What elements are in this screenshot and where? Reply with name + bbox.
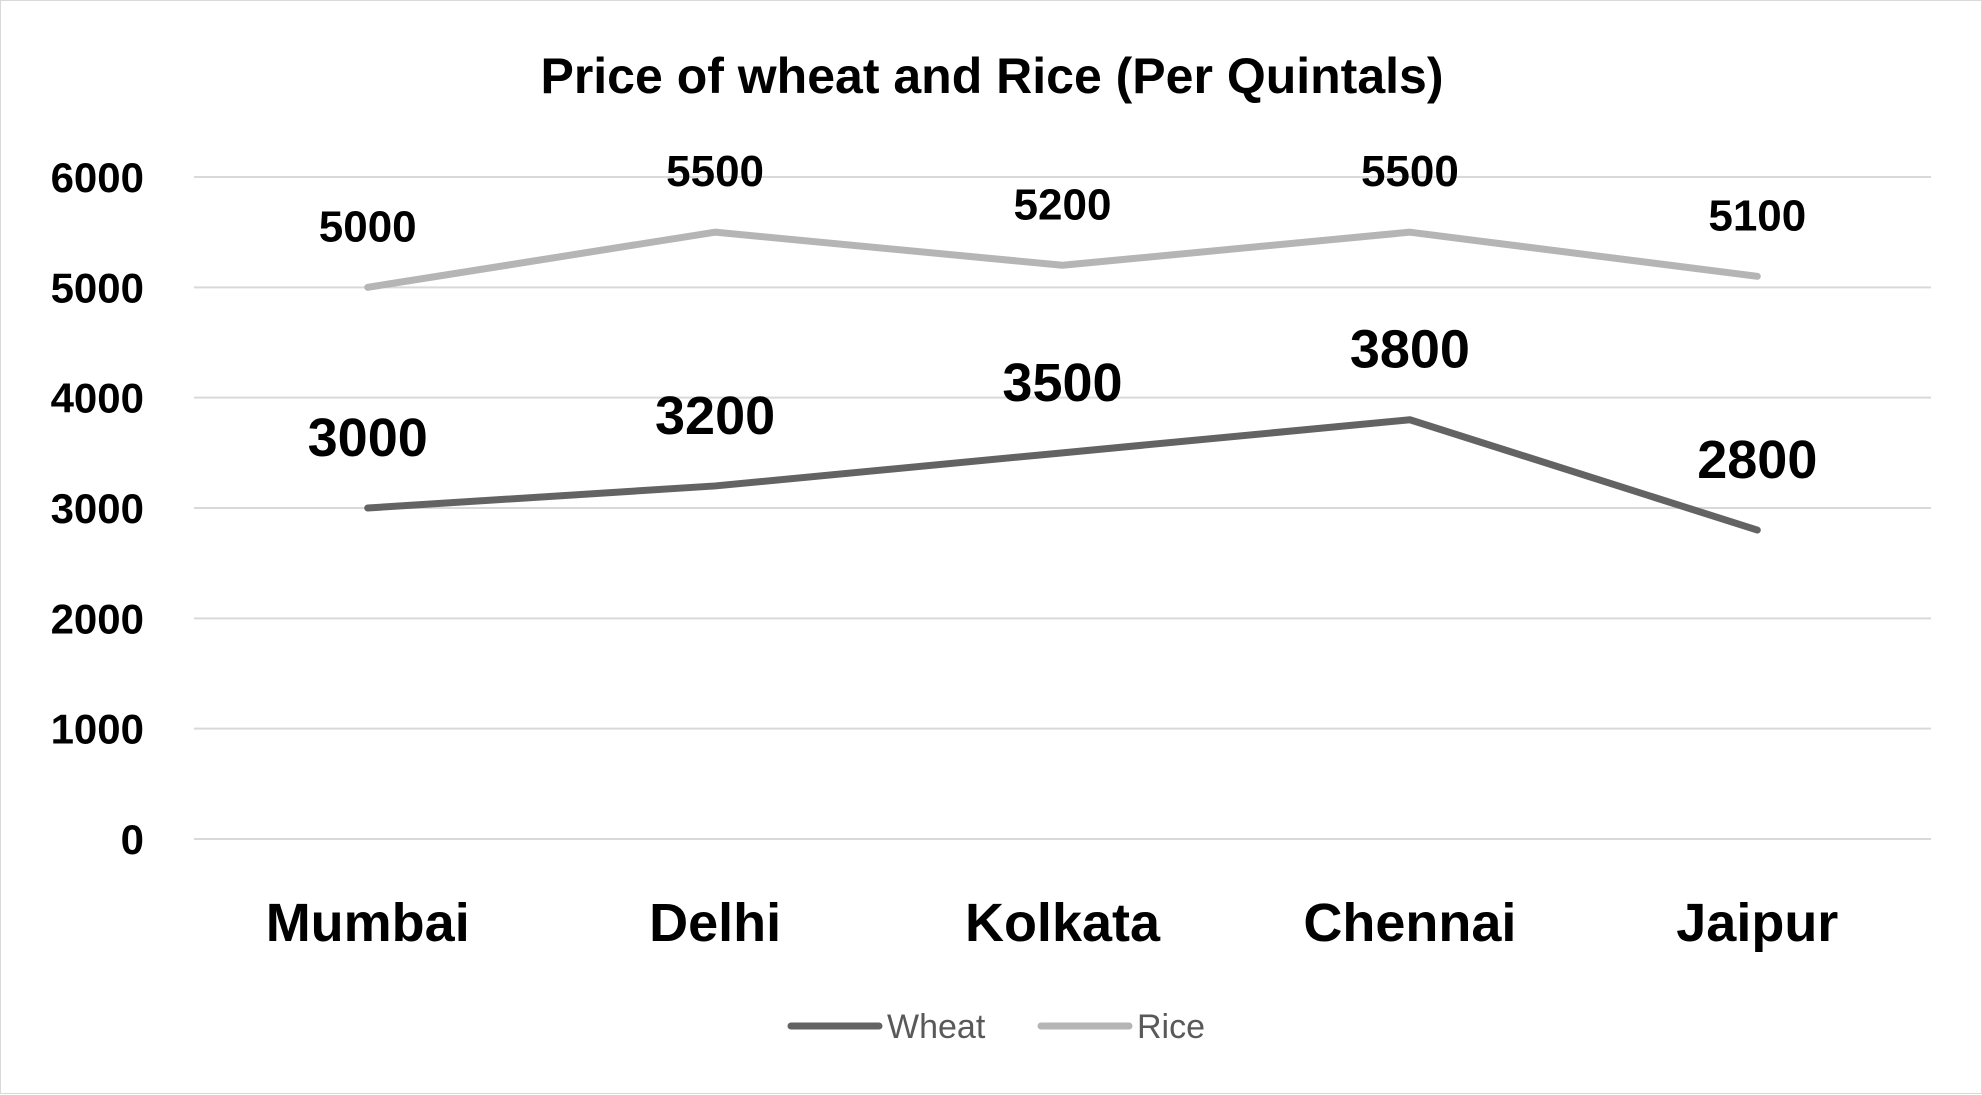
data-label-wheat: 3000 [308,408,428,468]
data-label-rice: 5100 [1708,191,1806,240]
x-tick-label: Chennai [1303,893,1516,953]
data-labels: 3000 3200 3500 3800 2800 5000 5500 5200 5500 5100 [308,147,1818,490]
x-tick-label: Mumbai [266,893,470,953]
y-tick-label: 6000 [51,154,144,201]
series-line-wheat [364,416,1761,534]
data-label-rice: 5500 [666,147,764,196]
y-tick-label: 1000 [51,706,144,753]
x-axis: Mumbai Delhi Kolkata Chennai Jaipur [266,893,1839,953]
y-tick-label: 0 [121,816,144,863]
x-tick-label: Delhi [649,893,781,953]
y-tick-label: 3000 [51,485,144,532]
y-tick-label: 4000 [51,375,144,422]
x-tick-label: Jaipur [1676,893,1838,953]
legend-label-rice: Rice [1137,1008,1205,1046]
legend-label-wheat: Wheat [887,1008,986,1046]
y-tick-label: 5000 [51,264,144,311]
series-line-rice [364,228,1761,291]
data-label-rice: 5200 [1014,180,1112,229]
data-label-rice: 5500 [1361,147,1459,196]
series-lines [364,228,1761,534]
data-label-wheat: 3800 [1350,320,1470,380]
y-axis: 0 1000 2000 3000 4000 5000 6000 [51,154,144,863]
data-label-wheat: 3500 [1002,353,1122,413]
data-label-wheat: 3200 [655,386,775,446]
data-label-wheat: 2800 [1697,430,1817,490]
data-label-rice: 5000 [319,202,417,251]
gridlines [194,176,1931,840]
legend: Wheat Rice [787,1008,1205,1046]
chart-title: Price of wheat and Rice (Per Quintals) [540,48,1443,104]
y-tick-label: 2000 [51,595,144,642]
x-tick-label: Kolkata [965,893,1161,953]
